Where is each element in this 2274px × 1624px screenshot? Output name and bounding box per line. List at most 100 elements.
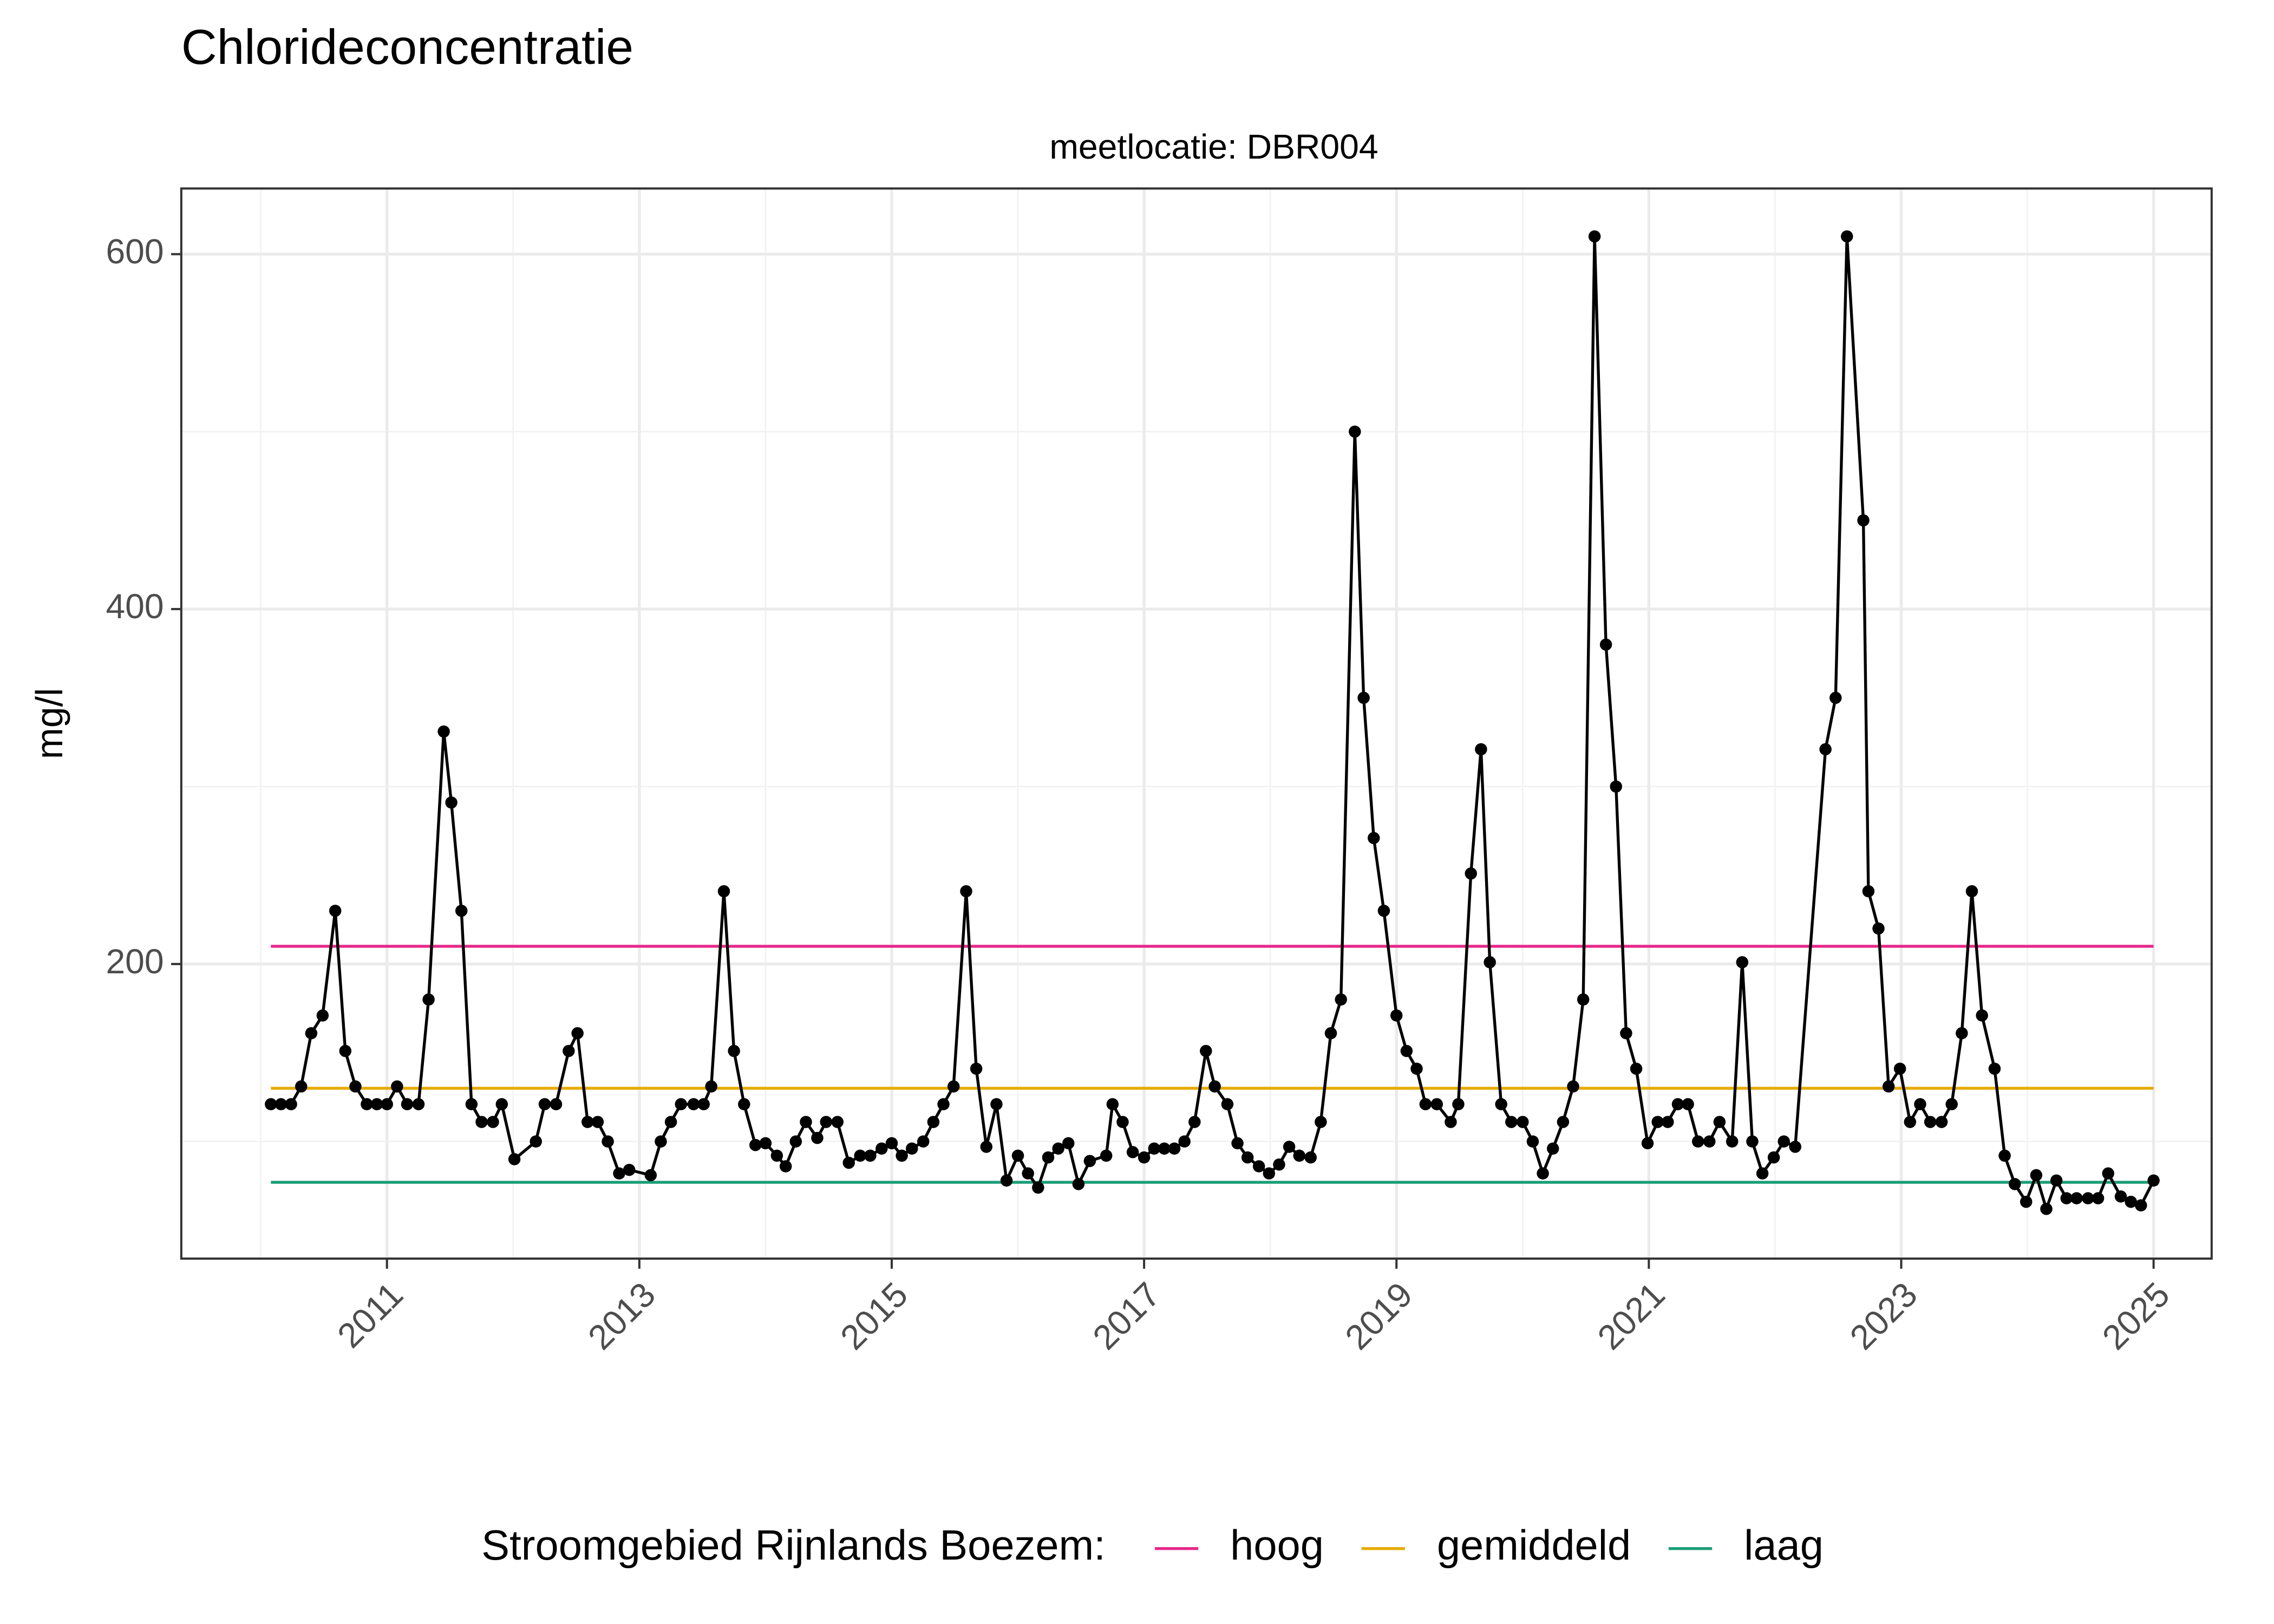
y-tick-label: 600 bbox=[106, 232, 164, 271]
data-point bbox=[800, 1116, 812, 1128]
data-point bbox=[831, 1116, 844, 1128]
data-point bbox=[550, 1098, 563, 1111]
data-point bbox=[1252, 1160, 1265, 1173]
data-point bbox=[675, 1098, 688, 1111]
data-point bbox=[1032, 1181, 1044, 1194]
data-point bbox=[2135, 1199, 2147, 1212]
data-point bbox=[980, 1141, 993, 1153]
data-point bbox=[2008, 1178, 2021, 1190]
data-point bbox=[1567, 1080, 1579, 1093]
chart-title: Chlorideconcentratie bbox=[181, 20, 633, 75]
data-point bbox=[1116, 1116, 1129, 1128]
data-point bbox=[1304, 1151, 1317, 1164]
data-point bbox=[1368, 831, 1380, 844]
data-point bbox=[2082, 1192, 2094, 1204]
data-point bbox=[1221, 1098, 1234, 1111]
data-point bbox=[538, 1098, 551, 1111]
data-point bbox=[487, 1116, 499, 1128]
data-point bbox=[854, 1149, 866, 1162]
data-point bbox=[1000, 1174, 1013, 1187]
data-point bbox=[1200, 1045, 1212, 1057]
data-point bbox=[2125, 1195, 2137, 1208]
data-point bbox=[571, 1027, 584, 1039]
data-point bbox=[1893, 1062, 1906, 1075]
data-point bbox=[1517, 1116, 1529, 1128]
data-point bbox=[316, 1009, 329, 1022]
data-point bbox=[465, 1098, 478, 1111]
data-point bbox=[623, 1163, 636, 1176]
data-point bbox=[2070, 1192, 2083, 1204]
data-point bbox=[401, 1098, 414, 1111]
data-point bbox=[1335, 993, 1347, 1006]
data-point bbox=[1100, 1149, 1113, 1162]
subtitle: meetlocatie: DBR004 bbox=[1049, 127, 1378, 166]
data-point bbox=[2040, 1202, 2053, 1215]
data-point bbox=[1882, 1080, 1895, 1093]
y-tick-label: 200 bbox=[106, 942, 164, 981]
data-point bbox=[1862, 885, 1875, 898]
data-point bbox=[1400, 1045, 1413, 1057]
data-point bbox=[1495, 1098, 1507, 1111]
data-point bbox=[295, 1080, 308, 1093]
data-point bbox=[1283, 1141, 1296, 1153]
data-point bbox=[705, 1080, 717, 1093]
data-point bbox=[361, 1098, 373, 1111]
data-point bbox=[1998, 1149, 2011, 1162]
data-point bbox=[445, 796, 458, 809]
data-point bbox=[591, 1116, 604, 1128]
data-point bbox=[391, 1080, 403, 1093]
data-point bbox=[1630, 1062, 1643, 1075]
data-point bbox=[495, 1098, 508, 1111]
legend-label: laag bbox=[1744, 1522, 1824, 1569]
data-point bbox=[1148, 1142, 1160, 1155]
data-point bbox=[1324, 1027, 1337, 1039]
data-point bbox=[1651, 1116, 1664, 1128]
legend-label: gemiddeld bbox=[1437, 1522, 1631, 1569]
data-point bbox=[1610, 780, 1623, 793]
data-point bbox=[664, 1116, 677, 1128]
data-point bbox=[1293, 1149, 1306, 1162]
data-point bbox=[1588, 230, 1601, 243]
data-point bbox=[1914, 1098, 1926, 1111]
data-point bbox=[349, 1080, 362, 1093]
data-point bbox=[759, 1137, 772, 1150]
data-point bbox=[1241, 1151, 1254, 1164]
data-point bbox=[305, 1027, 318, 1039]
data-point bbox=[896, 1149, 908, 1162]
data-point bbox=[1713, 1116, 1726, 1128]
data-point bbox=[728, 1045, 740, 1057]
data-point bbox=[422, 993, 435, 1006]
data-point bbox=[2102, 1167, 2114, 1180]
y-axis-label: mg/l bbox=[28, 688, 70, 759]
legend-label: hoog bbox=[1230, 1522, 1324, 1569]
data-point bbox=[412, 1098, 425, 1111]
data-point bbox=[1872, 922, 1885, 935]
data-point bbox=[1138, 1151, 1151, 1164]
data-point bbox=[1158, 1142, 1171, 1155]
data-point bbox=[1935, 1116, 1948, 1128]
data-point bbox=[1526, 1135, 1539, 1148]
data-point bbox=[1377, 905, 1390, 917]
data-point bbox=[275, 1098, 287, 1111]
data-point bbox=[1965, 885, 1978, 898]
data-point bbox=[1736, 956, 1749, 968]
data-point bbox=[789, 1135, 802, 1148]
data-point bbox=[1410, 1062, 1423, 1075]
data-point bbox=[1452, 1098, 1465, 1111]
data-point bbox=[990, 1098, 1003, 1111]
data-point bbox=[339, 1045, 352, 1057]
data-point bbox=[811, 1131, 824, 1144]
data-point bbox=[475, 1116, 488, 1128]
data-point bbox=[1599, 638, 1612, 651]
data-point bbox=[1988, 1062, 2001, 1075]
data-point bbox=[820, 1116, 833, 1128]
data-point bbox=[2092, 1192, 2105, 1204]
data-point bbox=[613, 1167, 625, 1180]
data-point bbox=[2030, 1169, 2043, 1182]
data-point bbox=[1767, 1151, 1780, 1164]
data-point bbox=[1620, 1027, 1632, 1039]
data-point bbox=[2050, 1174, 2063, 1187]
data-point bbox=[1445, 1116, 1457, 1128]
data-point bbox=[455, 905, 468, 917]
